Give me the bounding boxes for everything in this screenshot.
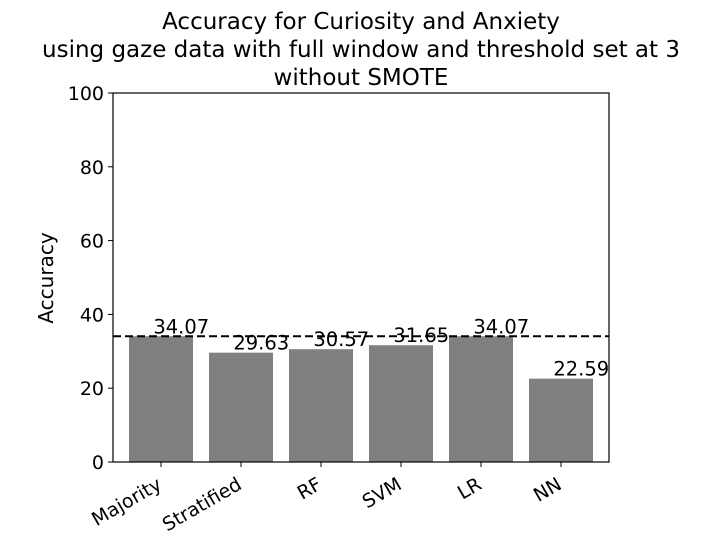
data-label-rf: 30.57 [313,328,369,351]
x-tick-label-svm: SVM [359,473,406,513]
chart-title-line-3: without SMOTE [274,65,449,91]
bar-svm [369,345,433,462]
bar-nn [529,378,593,462]
chart-title-line-1: Accuracy for Curiosity and Anxiety [162,9,560,35]
chart-title: Accuracy for Curiosity and Anxiety using… [42,9,680,91]
data-label-stratified: 29.63 [233,332,289,355]
y-tick-label: 60 [80,231,104,253]
y-tick-label: 20 [80,378,104,400]
chart-title-line-2: using gaze data with full window and thr… [42,37,680,63]
y-tick-label: 80 [80,157,104,179]
data-label-majority: 34.07 [153,315,209,338]
y-axis-label: Accuracy [34,232,58,323]
x-tick-label-rf: RF [294,473,326,504]
data-label-lr: 34.07 [473,315,529,338]
data-label-nn: 22.59 [553,358,609,381]
plot-frame [112,92,610,463]
x-tick-label-nn: NN [530,473,566,506]
bar-series [129,336,593,462]
bar-lr [449,336,513,462]
x-tick-label-majority: Majority [88,473,165,530]
y-tick-label: 0 [92,452,104,474]
bar-stratified [209,352,273,462]
y-tick-label: 100 [68,83,104,105]
bar-rf [289,349,353,462]
y-axis-ticks: 0 20 40 60 80 100 [68,83,113,474]
x-tick-label-stratified: Stratified [159,473,246,536]
bar-majority [129,336,193,462]
data-labels: 34.07 29.63 30.57 31.65 34.07 22.59 [153,315,609,380]
x-tick-label-lr: LR [454,473,486,504]
data-label-svm: 31.65 [393,324,449,347]
y-tick-label: 40 [80,304,104,326]
